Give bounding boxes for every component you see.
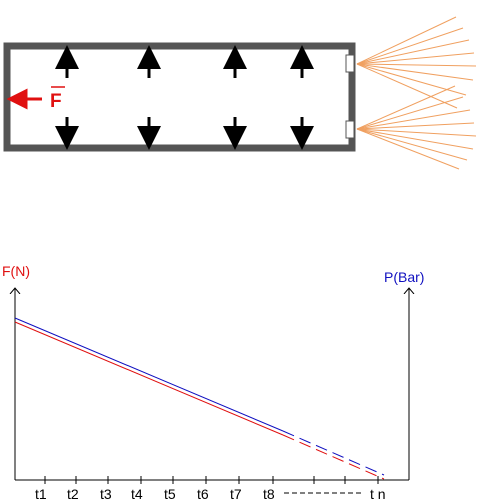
pressure-arrows bbox=[55, 45, 314, 150]
force-line bbox=[14, 321, 284, 436]
pressure-line-dashed bbox=[282, 430, 385, 476]
tick-label-t4: t4 bbox=[131, 486, 143, 502]
tick-label-t5: t5 bbox=[164, 486, 176, 502]
right-axis-label: P(Bar) bbox=[384, 269, 424, 285]
nozzle-upper bbox=[345, 54, 355, 73]
tick-label-t3: t3 bbox=[100, 486, 112, 502]
tick-label-t7: t7 bbox=[230, 486, 242, 502]
tick-label-t2: t2 bbox=[67, 486, 79, 502]
force-pressure-graph: F(N) P(Bar) t1 t2 t3 t4 t5 t6 t7 t8 t bbox=[2, 263, 424, 502]
tick-label-t1: t1 bbox=[35, 486, 47, 502]
tick-label-tn: t n bbox=[370, 486, 386, 502]
thrust-force: F bbox=[6, 86, 65, 112]
left-axis-label: F(N) bbox=[2, 263, 30, 279]
force-symbol: F bbox=[50, 91, 62, 112]
tick-label-t8: t8 bbox=[263, 486, 275, 502]
nozzle-lower bbox=[345, 120, 355, 139]
time-ticks bbox=[44, 476, 379, 484]
exhaust-jets bbox=[356, 16, 477, 170]
force-line-dashed bbox=[282, 434, 385, 480]
tick-label-t6: t6 bbox=[197, 486, 209, 502]
pressure-line bbox=[14, 317, 284, 432]
